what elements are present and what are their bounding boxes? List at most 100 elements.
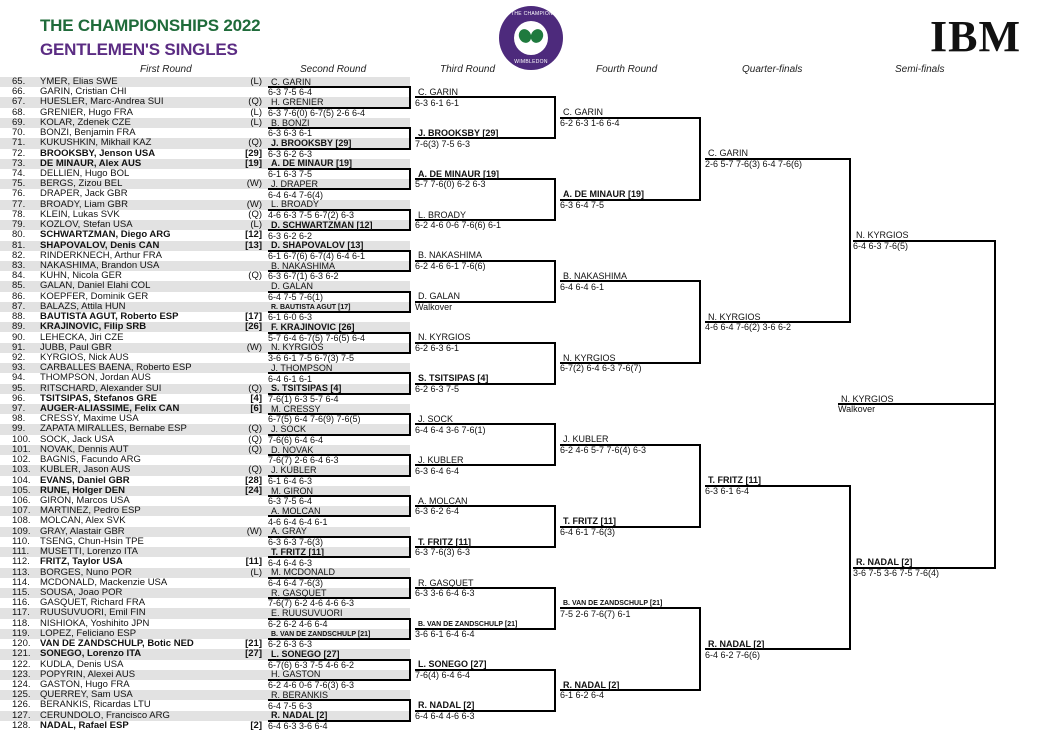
draw-number: 123. [12, 668, 31, 680]
bracket-line [415, 627, 555, 630]
match-score: 6-3 7-5 6-4 [268, 496, 313, 507]
bracket-line [268, 454, 410, 457]
bracket-connector [554, 423, 556, 467]
match-score: 6-1 6-4 6-3 [268, 475, 313, 486]
match-score: 6-3 6-2 6-3 [268, 148, 313, 159]
player-row: 91. JUBB, Paul GBR (W) [0, 342, 410, 353]
player-name: GALAN, Daniel Elahi COL [40, 280, 151, 292]
winner-name: R. NADAL [2] [563, 679, 620, 690]
match-score: 6-3 7-6(0) 6-7(5) 2-6 6-4 [268, 107, 366, 118]
bracket-line [268, 617, 410, 620]
bracket-line [415, 464, 555, 467]
bracket-line [268, 678, 410, 681]
bracket-line [268, 86, 410, 89]
draw-number: 87. [12, 300, 26, 312]
draw-number: 96. [12, 392, 26, 404]
draw-number: 120. [12, 638, 31, 650]
bracket-line [268, 208, 410, 211]
player-name: SHAPOVALOV, Denis CAN [40, 239, 160, 251]
match-score: 6-1 6-0 6-3 [268, 312, 313, 323]
player-name: BERANKIS, Ricardas LTU [40, 699, 151, 711]
winner-name: N. KYRGIOS [271, 342, 324, 353]
bracket-line [560, 362, 700, 365]
match-score: 6-4 7-5 7-6(1) [268, 291, 324, 302]
match-score: 6-4 6-3 7-6(5) [853, 240, 909, 251]
bracket-connector [554, 505, 556, 549]
winner-name: B. VAN DE ZANDSCHULP [21] [563, 600, 663, 608]
entry-tag: (L) [250, 106, 262, 118]
winner-name: T. FRITZ [11] [271, 546, 325, 557]
player-name: CARBALLES BAENA, Roberto ESP [40, 362, 192, 374]
draw-number: 114. [12, 576, 30, 588]
player-name: KOZLOV, Stefan USA [40, 219, 133, 231]
match-score: 7-6(6) 6-4 6-4 [268, 434, 324, 445]
entry-tag: [28] [245, 474, 262, 486]
player-row: 85. GALAN, Daniel Elahi COL [0, 280, 410, 292]
bracket-line [268, 392, 410, 395]
bracket-connector [409, 413, 411, 436]
player-name: KUKUSHKIN, Mikhail KAZ [40, 137, 152, 149]
player-row: 92. KYRGIOS, Nick AUS [0, 352, 410, 363]
round-header-semifinals: Semi-finals [895, 64, 945, 75]
bracket-line [560, 198, 700, 201]
bracket-line [415, 178, 555, 181]
player-row: 89. KRAJINOVIC, Filip SRB [26] [0, 322, 410, 333]
draw-number: 76. [12, 188, 26, 200]
winner-name: R. NADAL [2] [418, 700, 475, 711]
bracket-line [560, 607, 700, 610]
player-row: 71. KUKUSHKIN, Mikhail KAZ (Q) [0, 137, 410, 149]
bracket-line [268, 229, 410, 232]
match-score: 6-1 6-3 7-5 [268, 169, 313, 180]
bracket-line [705, 157, 850, 160]
match-score: 6-4 6-3 3-6 6-4 [268, 721, 328, 732]
entry-tag: [19] [245, 157, 262, 169]
player-row: 106. GIRON, Marcos USA [0, 495, 410, 506]
draw-number: 80. [12, 229, 26, 241]
player-name: GASQUET, Richard FRA [40, 597, 146, 609]
winner-name: T. FRITZ [11] [708, 475, 762, 486]
winner-name: A. MOLCAN [271, 505, 321, 516]
player-row: 70. BONZI, Benjamin FRA [0, 127, 410, 138]
player-row: 123. POPYRIN, Alexei AUS [0, 668, 410, 680]
player-row: 112. FRITZ, Taylor USA [11] [0, 557, 410, 567]
winner-name: B. VAN DE ZANDSCHULP [21] [418, 620, 518, 628]
player-row: 127. CERUNDOLO, Francisco ARG [0, 710, 410, 721]
player-row: 121. SONEGO, Lorenzo ITA [27] [0, 649, 410, 660]
player-name: GARIN, Cristian CHI [40, 86, 127, 98]
bracket-connector [409, 699, 411, 722]
winner-name: M. CRESSY [271, 403, 321, 414]
winner-name: H. GRENIER [271, 97, 324, 108]
logo-text-bottom: WIMBLEDON [514, 59, 548, 65]
logo-text-top: THE CHAMPIONSHIPS [511, 11, 570, 17]
draw-number: 67. [12, 96, 26, 108]
winner-name: C. GARIN [708, 148, 749, 159]
bracket-line [268, 495, 410, 498]
player-row: 82. RINDERKNECH, Arthur FRA [0, 250, 410, 261]
bracket-connector [699, 280, 701, 365]
player-row: 97. AUGER-ALIASSIME, Felix CAN [6] [0, 403, 410, 415]
entry-tag: (Q) [248, 443, 262, 455]
bracket-line [268, 576, 410, 579]
bracket-line [560, 116, 700, 119]
winner-name: D. SCHWARTZMAN [12] [271, 219, 373, 230]
bracket-connector [409, 249, 411, 273]
match-score: 6-3 6-1 6-1 [415, 97, 460, 108]
draw-number: 84. [12, 270, 26, 282]
winner-name: D. GALAN [271, 281, 314, 292]
entry-tag: (L) [250, 116, 262, 128]
player-row: 73. DE MINAUR, Alex AUS [19] [0, 157, 410, 169]
entry-tag: [2] [250, 719, 262, 731]
bracket-line [268, 474, 410, 477]
winner-name: B. BONZI [271, 117, 310, 128]
bracket-line [415, 423, 555, 426]
event-subtitle: GENTLEMEN'S SINGLES [40, 40, 238, 59]
winner-name: J. KUBLER [563, 434, 609, 445]
player-row: 69. KOLAR, Zdenek CZE (L) [0, 116, 410, 129]
player-name: BALAZS, Attila HUN [40, 300, 126, 312]
match-score: 4-6 6-3 7-5 6-7(2) 6-3 [268, 210, 355, 221]
player-name: TSENG, Chun-Hsin TPE [40, 535, 144, 547]
entry-tag: (Q) [248, 382, 262, 394]
match-score: 6-3 7-6(3) 6-3 [415, 547, 471, 558]
bracket-connector [554, 259, 556, 303]
player-name: KLEIN, Lukas SVK [40, 208, 120, 220]
